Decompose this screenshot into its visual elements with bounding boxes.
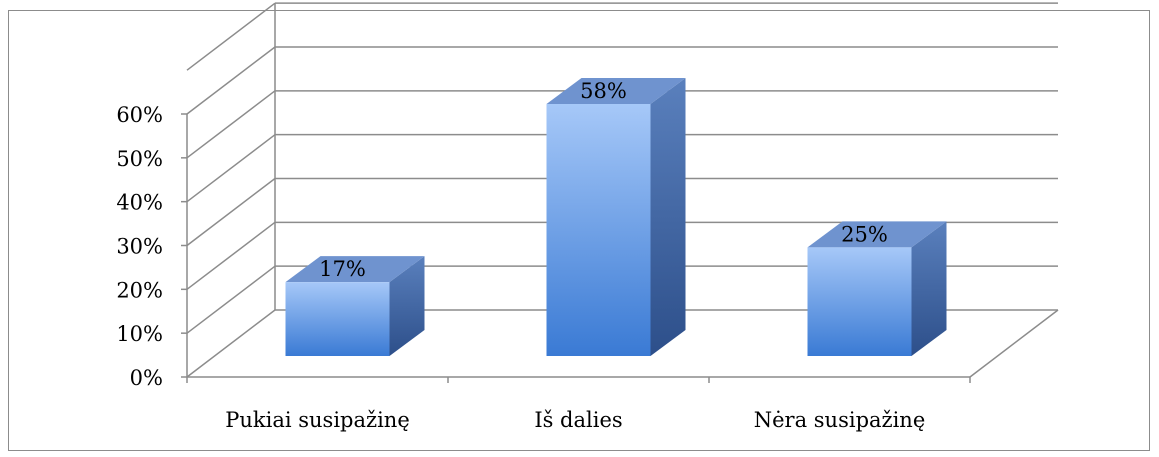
side-gridline [186, 177, 276, 247]
side-gridline [186, 309, 276, 378]
axes [181, 113, 971, 383]
category-label: Nėra susipažinę [754, 408, 926, 432]
data-label: 58% [580, 79, 627, 103]
category-label: Pukiai susipažinę [225, 408, 410, 432]
bars [285, 78, 947, 356]
data-label: 17% [319, 257, 366, 281]
bar-top [546, 78, 686, 104]
y-tick-label: 60% [116, 103, 163, 127]
y-tick-label: 50% [116, 147, 163, 171]
floor-edge [969, 309, 1059, 378]
bar-3 [807, 221, 947, 356]
bar-side [650, 78, 686, 356]
bar-front [807, 247, 912, 356]
side-gridline [186, 134, 276, 203]
data-label: 25% [841, 222, 888, 246]
y-tick-label: 40% [116, 191, 163, 215]
side-gridline [186, 265, 276, 334]
bar-side [911, 221, 947, 356]
side-gridline [186, 46, 276, 115]
side-gridline [186, 90, 276, 159]
y-tick-label: 10% [116, 322, 163, 346]
bar-1 [285, 256, 425, 356]
labels: 0% 10% 20% 30% 40% 50% 60% 17% Pukiai susipažinę… [116, 79, 925, 432]
bar-front [285, 282, 390, 356]
side-gridline [186, 221, 276, 290]
side-gridline [186, 2, 276, 71]
y-tick-label: 20% [116, 278, 163, 302]
y-tick-label: 0% [130, 366, 163, 390]
bar-side [389, 256, 425, 356]
y-tick-label: 30% [116, 235, 163, 259]
bar-front [546, 104, 651, 356]
bar-2 [546, 78, 686, 356]
bar-top [807, 221, 947, 248]
bar-top [285, 256, 425, 283]
category-label: Iš dalies [534, 408, 622, 432]
